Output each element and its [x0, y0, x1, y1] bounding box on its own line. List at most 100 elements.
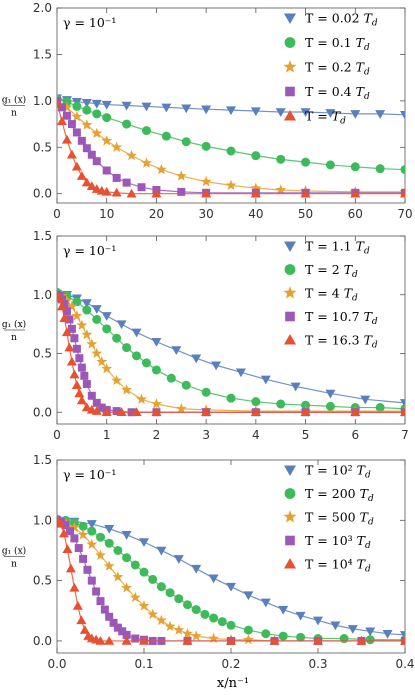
data-point: [129, 591, 141, 603]
data-point: [81, 402, 92, 412]
data-point: [86, 520, 97, 529]
data-point: [67, 324, 76, 333]
panel-2: 0 1 2 3 4 5 6 7 0.0 0.5 1.0 1.5 g₁ (x) n γ = 10⁻¹ T = 1…: [2, 229, 409, 442]
data-point: [91, 305, 102, 314]
data-point: [200, 609, 210, 619]
data-point: [173, 555, 184, 564]
x-tick-label: 0.2: [221, 657, 240, 671]
data-point: [161, 131, 171, 141]
data-point: [69, 369, 80, 379]
series-triangle-down: [57, 289, 405, 408]
data-point: [171, 346, 182, 355]
data-point: [81, 119, 93, 130]
data-point: [181, 380, 191, 390]
y-tick-label: 1.0: [33, 288, 52, 302]
legend-label: T = 10² Td: [305, 463, 371, 481]
data-point: [86, 338, 98, 349]
data-point: [91, 406, 102, 415]
data-point: [139, 567, 149, 577]
series-triangle-down: [57, 516, 405, 640]
data-point: [116, 407, 127, 416]
data-point: [201, 141, 211, 151]
data-point: [79, 625, 90, 634]
data-point: [201, 387, 211, 397]
legend-marker-square: [285, 86, 295, 97]
data-point: [81, 328, 93, 340]
data-point: [78, 521, 88, 531]
data-point: [79, 554, 88, 563]
data-point: [65, 563, 76, 573]
data-point: [72, 128, 81, 137]
data-point: [347, 625, 358, 634]
data-point: [136, 393, 147, 404]
data-point: [101, 312, 112, 321]
data-point: [82, 144, 91, 153]
x-tick-label: 5: [302, 428, 310, 442]
data-point: [96, 355, 108, 367]
data-point: [122, 119, 132, 129]
data-point: [191, 354, 202, 364]
data-layer: [57, 287, 405, 417]
y-tick-label: 1.0: [33, 513, 52, 527]
data-point: [155, 614, 167, 626]
data-point: [59, 313, 70, 322]
data-point: [82, 305, 92, 315]
data-point: [86, 181, 97, 191]
data-point: [251, 151, 261, 161]
x-tick-label: 0.3: [308, 657, 327, 671]
data-point: [161, 103, 172, 113]
data-point: [121, 635, 132, 645]
x-tick-label: 3: [202, 428, 210, 442]
series-triangle-up: [57, 289, 405, 416]
x-tick-label: 60: [348, 207, 363, 221]
data-point: [200, 175, 212, 187]
x-tick-label: 0.1: [134, 657, 153, 671]
data-point: [226, 635, 236, 645]
data-point: [62, 544, 73, 554]
data-point: [76, 615, 87, 625]
data-point: [100, 605, 109, 614]
series-circle: [57, 287, 405, 414]
data-point: [164, 620, 176, 632]
data-point: [243, 625, 253, 635]
data-point: [122, 553, 132, 563]
data-point: [91, 127, 103, 139]
data-point: [87, 526, 97, 536]
data-point: [290, 382, 301, 392]
x-tick-label: 4: [252, 428, 260, 442]
data-point: [313, 635, 323, 645]
data-point: [66, 356, 77, 366]
data-point: [330, 621, 341, 631]
data-point: [151, 188, 162, 198]
data-point: [296, 632, 306, 642]
data-point: [208, 632, 220, 644]
data-point: [113, 545, 123, 555]
series-triangle-up: [57, 515, 405, 645]
data-point: [191, 605, 201, 615]
x-axis-label: x/n⁻¹: [217, 676, 249, 691]
data-point: [121, 101, 132, 111]
data-point: [87, 576, 96, 585]
y-axis-label: g₁ (x): [2, 546, 26, 557]
data-point: [225, 179, 237, 191]
data-point: [217, 617, 227, 627]
data-point: [350, 110, 361, 119]
data-point: [101, 363, 113, 374]
data-point: [57, 301, 67, 311]
data-point: [360, 395, 371, 405]
data-point: [209, 613, 219, 623]
data-layer: [57, 94, 405, 198]
legend-label: T = 10⁴ Td: [305, 557, 371, 575]
data-point: [71, 161, 82, 171]
legend-marker-star: [283, 60, 297, 73]
y-axis-label: g₁ (x): [2, 95, 26, 106]
data-point: [243, 591, 254, 601]
legend-label: T = 1.1 Td: [305, 239, 370, 257]
data-point: [242, 633, 254, 645]
data-point: [71, 380, 82, 389]
data-point: [91, 99, 102, 109]
data-point: [325, 109, 336, 118]
data-point: [101, 135, 113, 146]
x-tick-label: 2: [153, 428, 161, 442]
